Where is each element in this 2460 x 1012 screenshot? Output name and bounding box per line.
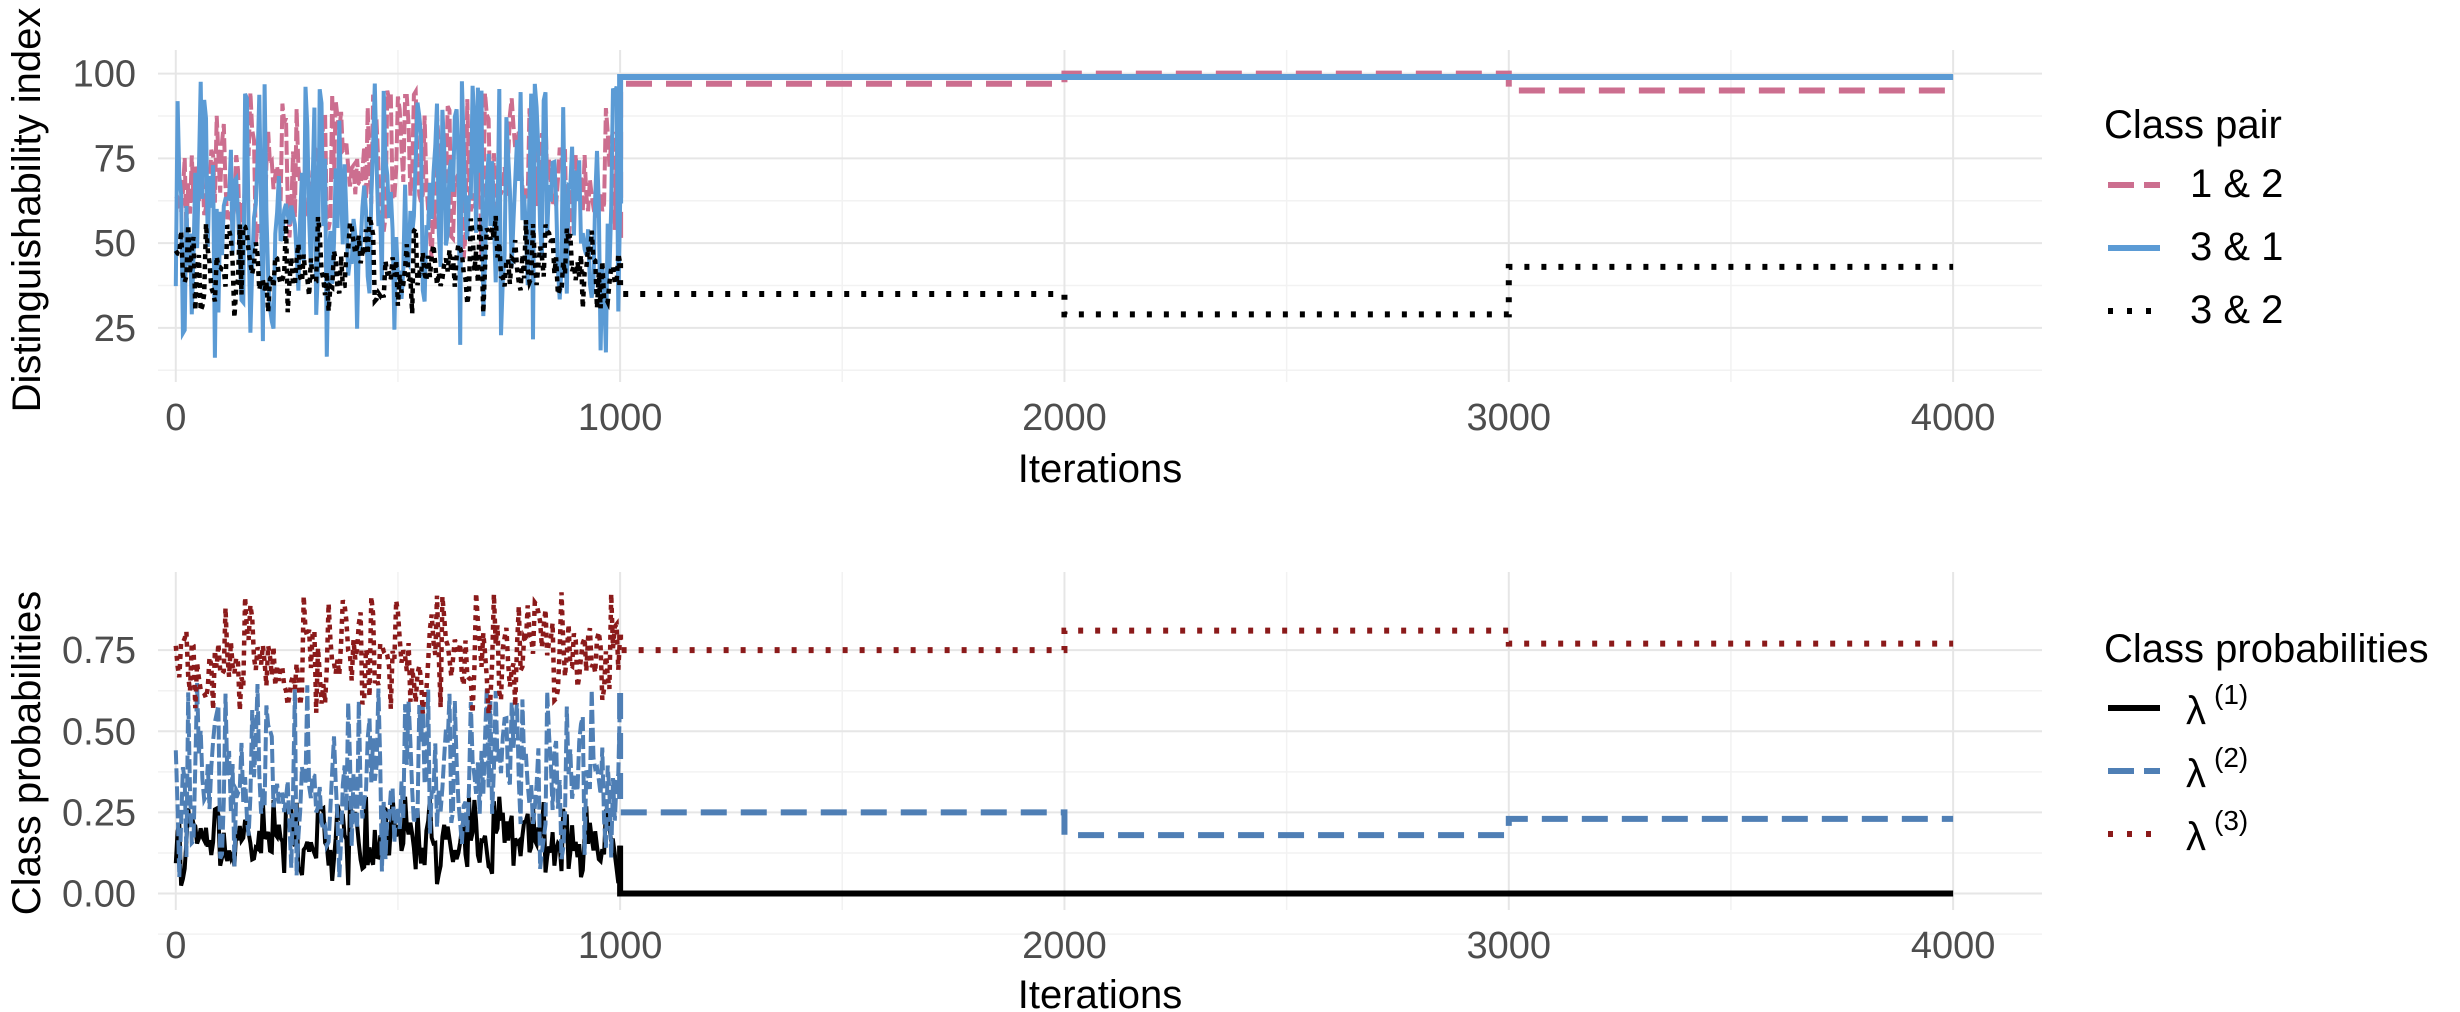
legend-label: λ — [2186, 752, 2206, 796]
y-tick-label: 100 — [73, 54, 136, 96]
x-tick-label: 4000 — [1911, 925, 1996, 967]
y-tick-label: 0.00 — [62, 874, 136, 916]
x-tick-label: 1000 — [578, 397, 663, 439]
legend-label: λ — [2186, 815, 2206, 859]
legend-label: 3 & 2 — [2190, 288, 2283, 332]
series-step-line — [617, 73, 1954, 204]
legend-title: Class probabilities — [2104, 627, 2429, 671]
series-step-line — [617, 845, 1954, 897]
x-tick-label: 1000 — [578, 925, 663, 967]
class-probabilities-panel: 0 1000 2000 3000 4000 0.00 0.25 0.50 0.75 Iterati… — [5, 572, 2429, 1012]
x-tick-label: 3000 — [1467, 925, 1552, 967]
series-noisy-trace — [173, 215, 623, 318]
x-axis-title: Iterations — [1018, 447, 1183, 491]
series-noisy-trace — [173, 682, 623, 878]
series-step-line — [617, 263, 1954, 318]
plot-area — [173, 70, 1954, 358]
y-tick-label: 0.75 — [62, 630, 136, 672]
legend-label: 3 & 1 — [2190, 225, 2283, 269]
y-tick-label: 0.50 — [62, 711, 136, 753]
x-tick-label: 4000 — [1911, 397, 1996, 439]
x-tick-label: 0 — [165, 397, 186, 439]
x-tick-label: 2000 — [1022, 925, 1107, 967]
x-tick-label: 3000 — [1467, 397, 1552, 439]
y-axis-title: Distinguishability index — [5, 8, 49, 413]
series-step-line — [617, 70, 1954, 238]
legend-label-superscript: (3) — [2214, 805, 2248, 836]
legend-label: λ — [2186, 689, 2206, 733]
grid — [158, 572, 2042, 935]
x-tick-label: 0 — [165, 925, 186, 967]
y-tick-label: 25 — [94, 308, 136, 350]
distinguishability-panel: 0 1000 2000 3000 4000 25 50 75 100 Iterations Dist… — [5, 8, 2283, 491]
x-axis-title: Iterations — [1018, 973, 1183, 1012]
x-tick-label: 2000 — [1022, 397, 1107, 439]
plot-area — [173, 592, 1954, 897]
legend: Class probabilities λ (1) λ (2) λ (3) — [2104, 627, 2429, 859]
y-tick-label: 75 — [94, 138, 136, 180]
legend-label-superscript: (2) — [2214, 742, 2248, 773]
legend: Class pair 1 & 2 3 & 1 3 & 2 — [2104, 103, 2283, 332]
y-tick-label: 50 — [94, 223, 136, 265]
legend-title: Class pair — [2104, 103, 2282, 147]
series-noisy-trace — [173, 592, 623, 715]
series-step-line — [617, 693, 1954, 839]
y-axis-title: Class probabilities — [5, 591, 49, 916]
y-tick-label: 0.25 — [62, 792, 136, 834]
legend-label: 1 & 2 — [2190, 162, 2283, 206]
series-step-line — [617, 627, 1954, 654]
legend-label-superscript: (1) — [2214, 679, 2248, 710]
